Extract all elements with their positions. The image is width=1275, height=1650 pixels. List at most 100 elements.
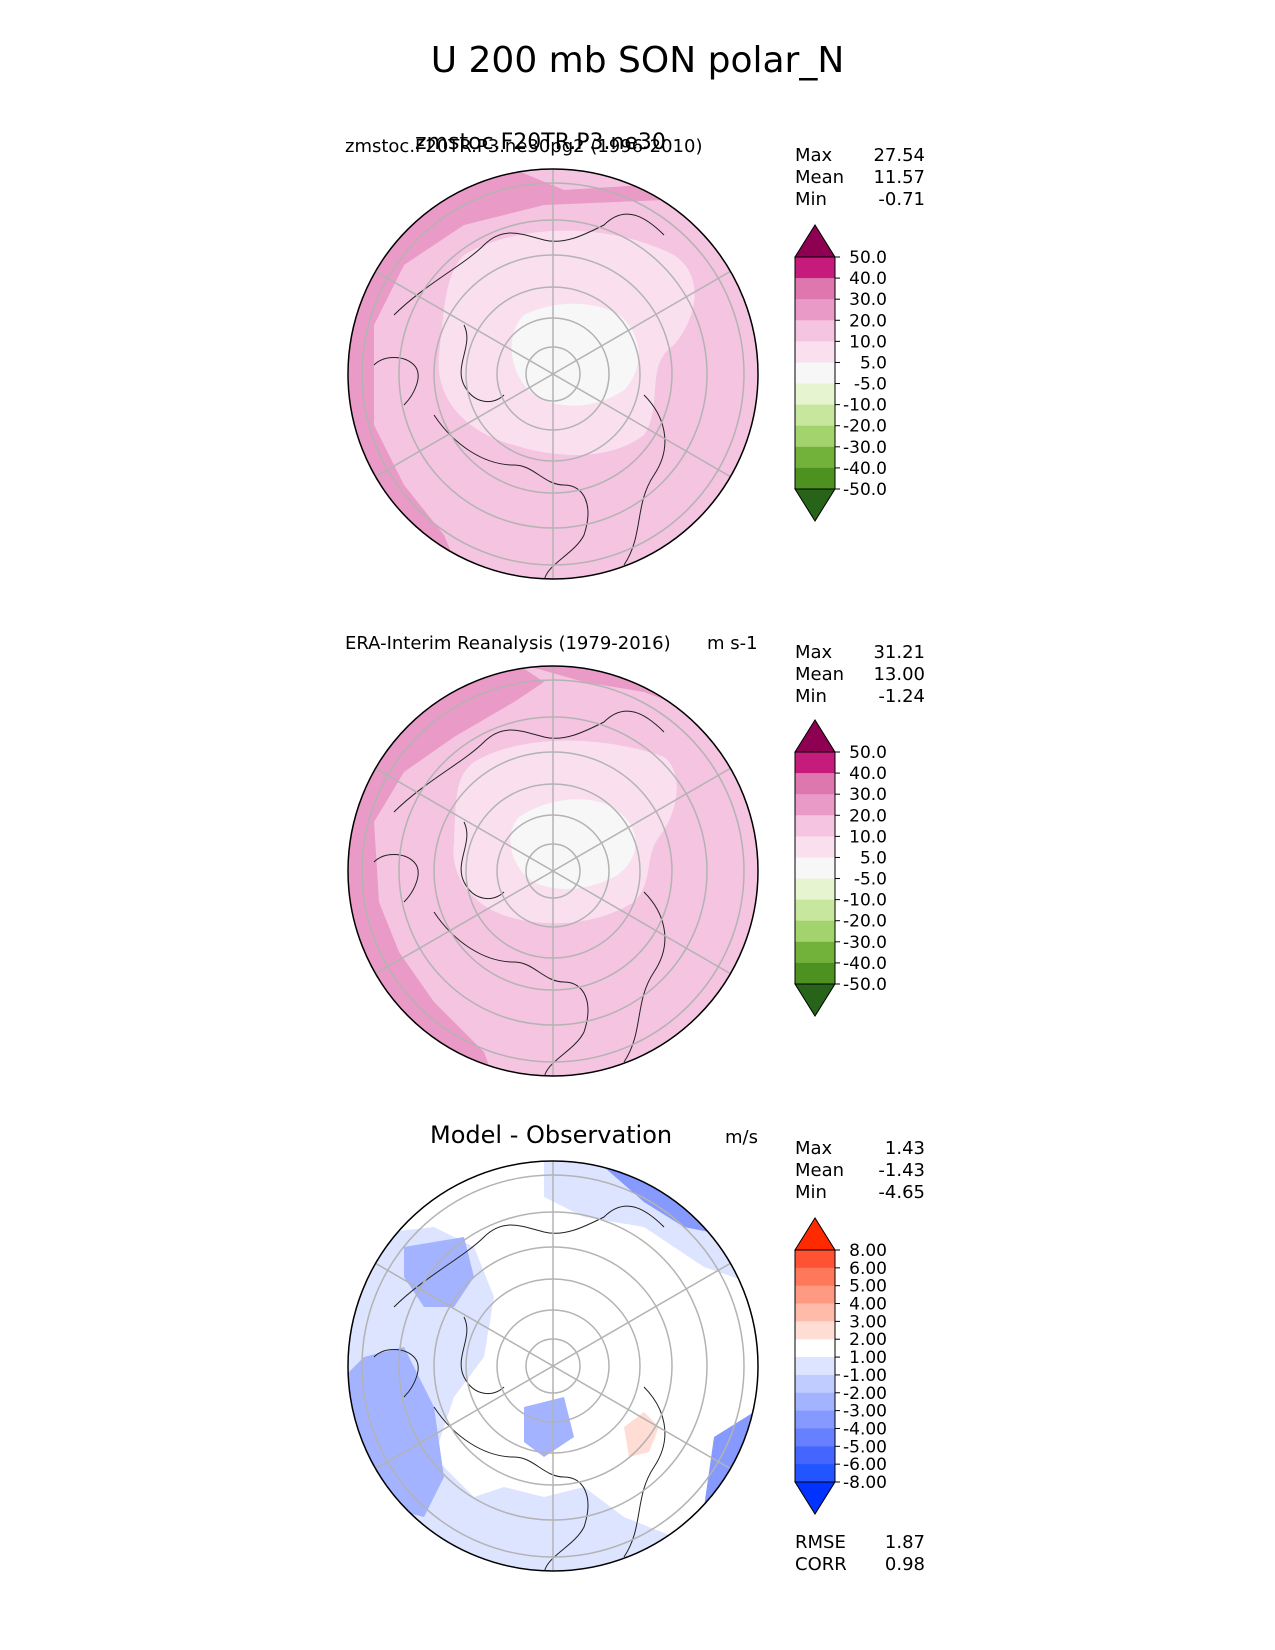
panel1-title: zmstoc.F20TR.P3.ne30pg2 (1996-2010): [345, 136, 703, 157]
colorbar-swatch: [795, 1357, 835, 1376]
panel2-stats: Max 31.21 Mean 13.00 Min -1.24: [795, 642, 925, 708]
colorbar-extend-bottom: [794, 1481, 836, 1515]
colorbar-tick-label: -10.0: [843, 891, 887, 911]
panel3-colorbar: 8.006.005.004.003.002.001.00-1.00-2.00-3…: [794, 1217, 887, 1515]
colorbar-swatch: [795, 404, 835, 427]
colorbar-outline: [794, 751, 836, 985]
panel2-units: m s-1: [707, 633, 758, 654]
colorbar-swatch: [795, 1374, 835, 1394]
colorbar-swatch: [795, 362, 835, 385]
stat-label: Mean: [795, 167, 845, 188]
panel1-stats: Max 27.54 Mean 11.57 Min -0.71: [795, 145, 925, 211]
coastlines: [373, 1205, 666, 1571]
panel3-title: Model - Observation: [430, 1121, 673, 1149]
stat-label: Max: [795, 1138, 833, 1159]
colorbar-tick-label: -30.0: [843, 933, 887, 953]
colorbar-extend-bottom: [794, 983, 836, 1017]
coastlines: [373, 710, 666, 1076]
colorbar-swatch: [795, 446, 835, 469]
panel1-colorbar: 50.040.030.020.010.05.0-5.0-10.0-20.0-30…: [794, 224, 887, 522]
colorbar-tick-label: -3.00: [843, 1402, 887, 1422]
stat-label: Max: [795, 642, 833, 663]
stat-label: Mean: [795, 664, 845, 685]
colorbar-swatch: [795, 836, 835, 858]
colorbar-tick-label: -20.0: [843, 417, 887, 437]
colorbar-tick-label: 3.00: [849, 1312, 887, 1332]
colorbar-tick-label: 40.0: [849, 269, 887, 289]
panel2-polar-map: [347, 665, 759, 1077]
colorbar-tick-label: 20.0: [849, 311, 887, 331]
map-boundary: [347, 168, 759, 580]
colorbar-tick-label: -40.0: [843, 459, 887, 479]
colorbar-tick-label: -5.00: [843, 1437, 887, 1457]
colorbar-swatch: [795, 815, 835, 837]
colorbar-swatch: [795, 1250, 835, 1269]
panel3-units: m/s: [725, 1127, 758, 1148]
colorbar-tick-label: -1.00: [843, 1366, 887, 1386]
colorbar-tick-label: 50.0: [849, 743, 887, 763]
colorbar-tick-label: -50.0: [843, 480, 887, 500]
panel3-polar-map: [347, 1160, 759, 1572]
stat-label: Min: [795, 1182, 827, 1203]
colorbar-swatch: [795, 467, 835, 490]
stat-value: -0.71: [878, 189, 925, 210]
colorbar-swatch: [795, 899, 835, 922]
colorbar-tick-label: 1.00: [849, 1348, 887, 1368]
colorbar-tick-label: -5.0: [854, 375, 887, 395]
colorbar-tick-label: 30.0: [849, 290, 887, 310]
colorbar-tick-label: -8.00: [843, 1473, 887, 1493]
graticule: [361, 666, 745, 1076]
stat-value: 31.21: [873, 642, 925, 663]
colorbar-swatch: [795, 1321, 835, 1340]
colorbar-tick-label: 50.0: [849, 248, 887, 268]
colorbar-tick-label: 5.0: [860, 353, 887, 373]
metric-label: CORR: [795, 1554, 847, 1575]
colorbar-swatch: [795, 794, 835, 816]
colorbar-swatch: [795, 341, 835, 363]
colorbar-tick-label: 30.0: [849, 785, 887, 805]
colorbar-swatch: [795, 299, 835, 321]
panel1-polar-map: [347, 168, 759, 580]
colorbar-outline: [794, 256, 836, 490]
stat-value: 11.57: [873, 167, 925, 188]
colorbar-swatch: [795, 1267, 835, 1287]
colorbar-tick-label: -10.0: [843, 396, 887, 416]
panel3-stats: Max 1.43 Mean -1.43 Min -4.65: [795, 1138, 925, 1204]
stat-value: 27.54: [873, 145, 925, 166]
metric-label: RMSE: [795, 1532, 846, 1553]
contour-fill-minus2-minus1: [348, 1227, 758, 1571]
colorbar-extend-top: [794, 224, 836, 258]
colorbar-swatch: [795, 752, 835, 774]
colorbar-tick-label: -2.00: [843, 1384, 887, 1404]
graticule: [361, 169, 745, 579]
metric-value: 0.98: [884, 1554, 925, 1575]
colorbar-tick-label: -4.00: [843, 1419, 887, 1439]
colorbar-extend-top: [794, 719, 836, 753]
colorbar-swatch: [795, 320, 835, 342]
panel3-metrics: RMSE 1.87 CORR 0.98: [795, 1532, 925, 1576]
contour-fill-minus4-minus3: [524, 1397, 574, 1457]
colorbar-extend-top: [794, 1217, 836, 1251]
colorbar-tick-label: 10.0: [849, 827, 887, 847]
colorbar-tick-label: -40.0: [843, 954, 887, 974]
colorbar-tick-label: 8.00: [849, 1241, 887, 1261]
colorbar-extend-bottom: [794, 488, 836, 522]
colorbar-tick-label: -20.0: [843, 912, 887, 932]
colorbar-swatch: [795, 1428, 835, 1447]
coastlines: [373, 213, 666, 579]
stat-label: Mean: [795, 1160, 845, 1181]
colorbar-swatch: [795, 920, 835, 943]
map-boundary: [347, 1160, 759, 1572]
contour-fill-1-2: [624, 1412, 659, 1457]
graticule: [361, 1161, 745, 1571]
colorbar-swatch: [795, 1339, 835, 1358]
stat-label: Min: [795, 686, 827, 707]
colorbar-outline: [794, 1249, 836, 1483]
colorbar-tick-label: 10.0: [849, 332, 887, 352]
stat-value: 13.00: [873, 664, 925, 685]
colorbar-swatch: [795, 1392, 835, 1412]
panel1-title-overlap: zmstoc.F20TR.P3.ne30: [415, 130, 666, 155]
colorbar-swatch: [795, 1303, 835, 1322]
colorbar-swatch: [795, 962, 835, 985]
stat-value: -1.24: [878, 686, 925, 707]
